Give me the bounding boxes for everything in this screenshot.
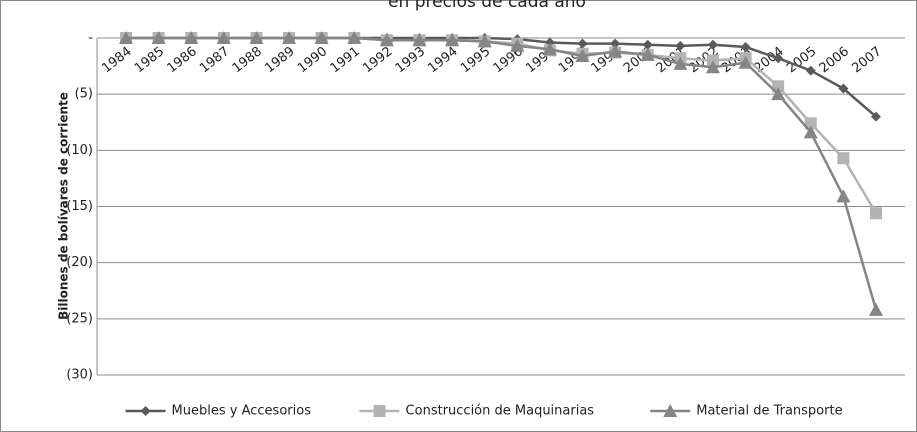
marker bbox=[347, 31, 362, 44]
marker bbox=[772, 80, 785, 93]
marker bbox=[870, 207, 882, 220]
marker bbox=[738, 55, 753, 69]
marker bbox=[838, 83, 849, 94]
marker bbox=[675, 40, 686, 51]
marker bbox=[216, 31, 231, 44]
y-tick-label: (10) bbox=[66, 143, 93, 158]
chart-title: en precios de cada año bbox=[388, 0, 586, 12]
legend-marker bbox=[663, 404, 678, 417]
marker bbox=[119, 31, 133, 44]
marker bbox=[151, 31, 166, 44]
marker bbox=[871, 111, 881, 122]
marker bbox=[314, 31, 329, 44]
marker bbox=[869, 302, 883, 316]
marker bbox=[642, 39, 653, 50]
marker bbox=[184, 31, 199, 44]
legend-label: Muebles y Accesorios bbox=[172, 404, 312, 419]
marker bbox=[837, 152, 850, 165]
marker bbox=[510, 38, 525, 52]
legend-label: Material de Transporte bbox=[696, 404, 842, 419]
marker bbox=[771, 87, 786, 101]
marker bbox=[477, 34, 492, 48]
marker bbox=[805, 65, 816, 76]
marker bbox=[673, 56, 688, 70]
y-tick-label: (5) bbox=[75, 87, 93, 102]
legend-marker bbox=[140, 406, 151, 416]
marker bbox=[773, 53, 784, 64]
marker bbox=[608, 44, 623, 58]
marker bbox=[836, 189, 851, 203]
legend-label: Construcción de Maquinarias bbox=[406, 404, 595, 419]
legend-marker bbox=[373, 405, 386, 417]
y-tick-label: - bbox=[88, 31, 93, 46]
marker bbox=[610, 38, 621, 49]
marker bbox=[705, 60, 720, 74]
marker bbox=[412, 33, 427, 47]
y-tick-label: (30) bbox=[66, 368, 93, 383]
marker bbox=[282, 31, 297, 44]
marker bbox=[707, 39, 718, 50]
y-tick-label: (25) bbox=[66, 311, 93, 326]
marker bbox=[640, 47, 655, 61]
marker bbox=[575, 48, 590, 62]
marker bbox=[577, 38, 588, 49]
marker bbox=[249, 31, 264, 44]
marker bbox=[379, 33, 394, 47]
y-tick-label: (15) bbox=[66, 199, 93, 214]
marker bbox=[803, 125, 818, 139]
y-axis-title: Billones de bolívares de corriente bbox=[57, 92, 71, 320]
marker bbox=[445, 33, 460, 47]
marker bbox=[804, 117, 817, 130]
y-tick-label: (20) bbox=[66, 255, 93, 270]
marker bbox=[740, 41, 751, 52]
marker bbox=[542, 42, 557, 56]
